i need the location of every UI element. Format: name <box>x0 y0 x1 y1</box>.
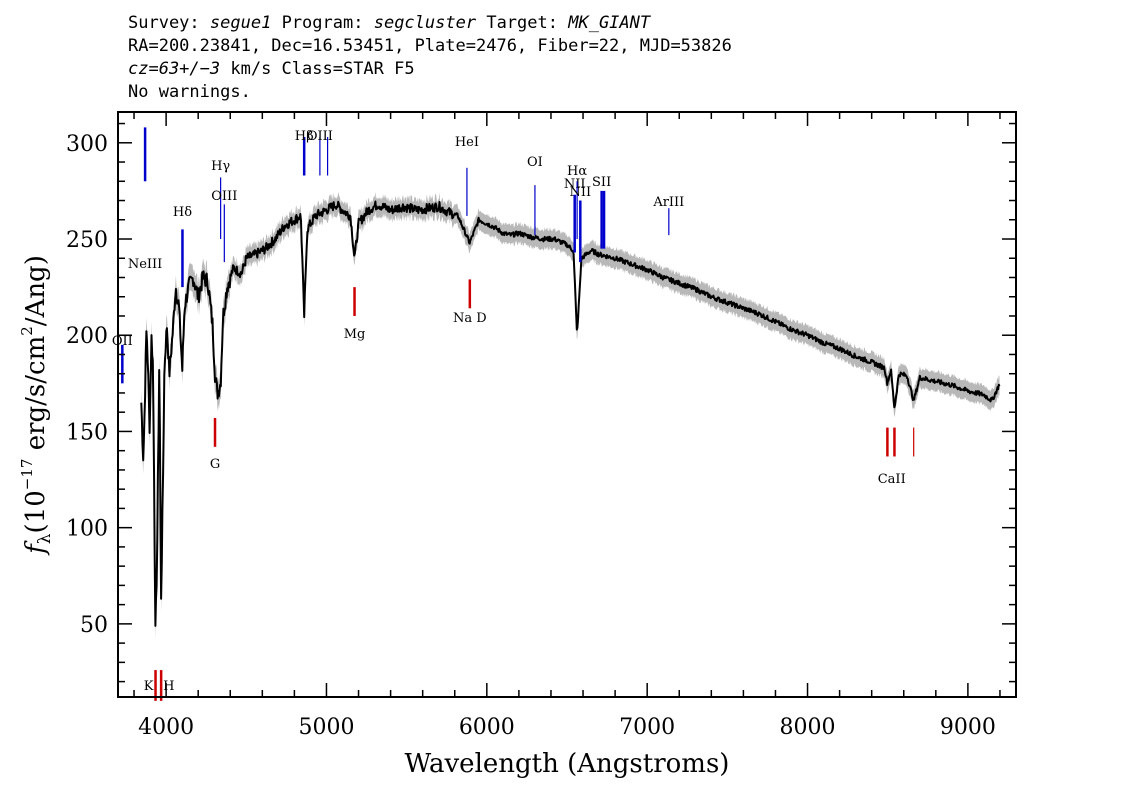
target-label: Target: <box>486 13 558 33</box>
emission-label-10: NII <box>564 177 586 192</box>
emission-label-0: OII <box>112 334 133 349</box>
emission-label-13: SII <box>592 175 611 190</box>
y-tick-label-150: 150 <box>66 420 108 445</box>
x-tick-label-5000: 5000 <box>298 715 354 740</box>
absorption-label-0: K <box>144 679 154 694</box>
emission-label-6: OIII <box>307 129 333 144</box>
header-line-warnings: No warnings. <box>128 82 251 102</box>
emission-label-3: Hγ <box>211 159 230 174</box>
x-tick-label-7000: 7000 <box>619 715 675 740</box>
y-tick-label-200: 200 <box>66 324 108 349</box>
x-tick-label-8000: 8000 <box>780 715 836 740</box>
emission-label-11: Hα <box>567 164 587 179</box>
y-tick-label-100: 100 <box>66 517 108 542</box>
y-tick-label-300: 300 <box>66 132 108 157</box>
spectrum-header: Survey: segue1 Program: segcluster Targe… <box>128 12 732 104</box>
x-tick-label-9000: 9000 <box>940 715 996 740</box>
absorption-label-4: Na D <box>453 311 487 326</box>
emission-label-2: Hδ <box>173 205 192 220</box>
absorption-label-5: CaII <box>878 472 906 487</box>
header-line-redshift: cz=63+/−3 km/s Class=STAR F5 <box>128 58 732 81</box>
emission-label-12: NII <box>569 185 591 200</box>
survey-label: Survey: <box>128 13 200 33</box>
header-line-coordinates: RA=200.23841, Dec=16.53451, Plate=2476, … <box>128 36 732 56</box>
axes: 4000 5000 6000 7000 8000 9000 50 100 150 200 250 30… <box>66 112 1016 740</box>
emission-label-15: ArIII <box>652 195 684 210</box>
error-band <box>141 191 1000 640</box>
emission-label-8: HeI <box>455 135 479 150</box>
emission-label-1: NeIII <box>128 257 162 272</box>
header-line-survey: Survey: segue1 Program: segcluster Targe… <box>128 12 732 35</box>
emission-label-9: OI <box>527 155 543 170</box>
x-axis-label: Wavelength (Angstroms) <box>405 749 730 779</box>
emission-label-4: OIII <box>211 189 237 204</box>
x-tick-label-4000: 4000 <box>138 715 194 740</box>
plot-frame <box>117 111 1017 698</box>
plot-clipped-area <box>140 191 1001 640</box>
emission-label-5: Hβ <box>295 129 314 144</box>
absorption-lines: K H G Mg Na D CaII <box>144 279 915 701</box>
y-axis-label: fλ(10−17 erg/s/cm2/Ang) <box>18 255 55 556</box>
class-value: km/s Class=STAR F5 <box>230 59 415 79</box>
y-tick-label-250: 250 <box>66 228 108 253</box>
target-value: MK_GIANT <box>568 13 651 33</box>
program-value: segcluster <box>373 13 477 33</box>
absorption-label-1: H <box>163 679 174 694</box>
x-tick-label-6000: 6000 <box>459 715 515 740</box>
redshift-value: cz=63+/−3 <box>128 59 221 79</box>
survey-value: segue1 <box>209 13 272 33</box>
flux-line <box>140 200 1001 627</box>
y-tick-label-50: 50 <box>80 613 108 638</box>
absorption-label-2: G <box>210 457 220 472</box>
program-label: Program: <box>281 13 364 33</box>
absorption-label-3: Mg <box>344 327 366 342</box>
